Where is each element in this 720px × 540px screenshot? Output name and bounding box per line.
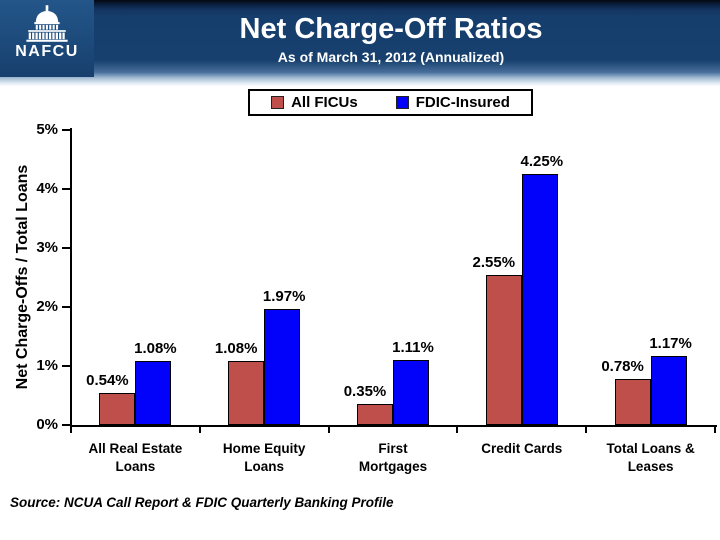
value-label: 0.78% — [601, 357, 644, 375]
x-tick — [456, 427, 459, 433]
legend-swatch-fdic-insured — [395, 96, 409, 109]
legend-item-all-ficus: All FICUs — [271, 94, 358, 111]
category-label: Total Loans & Leases — [606, 441, 695, 474]
value-label: 1.08% — [214, 340, 258, 358]
y-tick-label: 4% — [36, 180, 58, 197]
x-tick — [585, 427, 588, 433]
bar-all-ficus-4 — [614, 378, 651, 425]
bar-fdic-insured-2 — [393, 359, 429, 425]
y-tick — [62, 129, 70, 131]
value-label: 4.25% — [520, 153, 564, 171]
y-tick-label: 1% — [36, 357, 58, 374]
y-axis-line — [70, 128, 72, 427]
value-label: 1.11% — [392, 338, 434, 356]
y-tick — [62, 188, 70, 190]
y-tick — [62, 365, 70, 367]
value-label: 0.35% — [343, 383, 387, 401]
category-label: All Real Estate Loans — [88, 441, 183, 474]
category-label: Home Equity Loans — [222, 441, 306, 474]
y-tick-label: 5% — [36, 121, 58, 138]
y-tick — [62, 247, 70, 249]
value-label: 1.08% — [134, 340, 177, 358]
page-subtitle: As of March 31, 2012 (Annualized) — [277, 49, 505, 65]
x-tick — [70, 427, 72, 433]
bar-fdic-insured-3 — [521, 174, 558, 425]
capitol-icon — [26, 5, 68, 42]
x-axis-line — [70, 425, 717, 427]
bar-all-ficus-0 — [99, 393, 136, 425]
bar-fdic-insured-4 — [650, 355, 687, 425]
bar-all-ficus-2 — [357, 404, 393, 425]
header-band: NAFCU Net Charge-Off Ratios As of March … — [0, 0, 720, 86]
page-title: Net Charge-Off Ratios — [239, 13, 543, 45]
value-label: 0.54% — [86, 372, 129, 390]
bar-all-ficus-1 — [228, 361, 265, 425]
bar-all-ficus-3 — [485, 274, 522, 425]
bar-fdic-insured-1 — [264, 308, 301, 425]
x-tick — [198, 427, 201, 433]
legend-swatch-all-ficus — [271, 96, 285, 109]
x-tick — [714, 427, 716, 433]
value-label: 1.17% — [649, 334, 692, 352]
legend-item-fdic-insured: FDIC-Insured — [395, 94, 510, 111]
bar-fdic-insured-0 — [135, 361, 172, 425]
category-label: First Mortgages — [358, 441, 428, 474]
value-label: 2.55% — [472, 253, 516, 271]
legend-label-fdic-insured: FDIC-Insured — [415, 94, 510, 111]
x-tick — [327, 427, 330, 433]
legend-label-all-ficus: All FICUs — [291, 94, 358, 111]
y-tick-label: 2% — [36, 298, 58, 315]
category-label: Credit Cards — [481, 441, 563, 456]
chart-legend: All FICUs FDIC-Insured — [248, 89, 533, 116]
logo-text: NAFCU — [15, 43, 79, 60]
nafcu-logo: NAFCU — [0, 0, 94, 77]
source-note: Source: NCUA Call Report & FDIC Quarterl… — [10, 495, 394, 510]
y-tick-label: 3% — [36, 239, 58, 256]
y-tick — [62, 306, 70, 308]
value-label: 1.97% — [262, 287, 306, 305]
y-tick-label: 0% — [36, 416, 58, 433]
title-block: Net Charge-Off Ratios As of March 31, 20… — [62, 13, 720, 65]
y-tick — [62, 424, 70, 426]
